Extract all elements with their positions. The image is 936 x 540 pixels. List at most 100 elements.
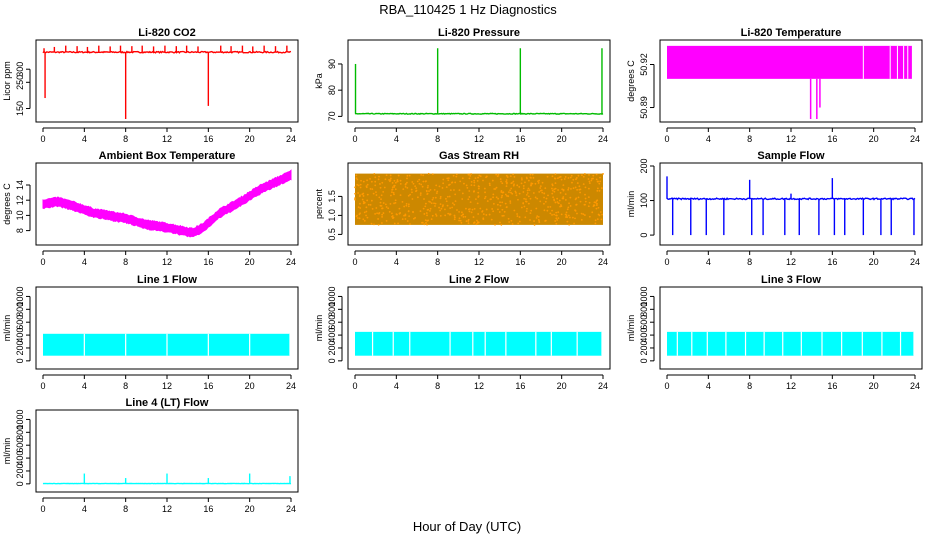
y-tick-label: 50.89 (639, 96, 649, 119)
x-tick-label: 8 (123, 134, 128, 144)
noise-point (599, 180, 602, 183)
plot-frame (35, 286, 299, 370)
noise-point (473, 190, 475, 193)
noise-point (422, 207, 425, 210)
noise-point (492, 193, 495, 196)
noise-point (394, 181, 397, 184)
noise-point (599, 211, 602, 213)
noise-point (556, 197, 559, 200)
noise-point (525, 210, 528, 213)
noise-point (555, 214, 557, 217)
noise-point (449, 207, 452, 210)
x-axis: 0 4 8 12 16 20 24 (352, 374, 608, 391)
noise-point (558, 199, 561, 202)
noise-point (380, 198, 382, 201)
noise-point (432, 196, 435, 199)
x-tick-label: 16 (203, 257, 213, 267)
noise-point (357, 192, 359, 194)
noise-point (429, 188, 432, 191)
noise-point (501, 201, 504, 204)
x-tick-label: 4 (394, 257, 399, 267)
x-tick-label: 20 (869, 134, 879, 144)
noise-point (561, 197, 564, 200)
noise-point (584, 197, 587, 200)
noise-point (546, 175, 549, 178)
noise-point (488, 213, 491, 216)
x-axis: 0 4 8 12 16 20 24 (40, 127, 296, 144)
noise-point (495, 173, 498, 176)
noise-point (543, 196, 545, 199)
noise-point (543, 202, 545, 205)
x-tick-label: 0 (352, 257, 357, 267)
noise-point (552, 196, 554, 199)
noise-point (564, 213, 567, 216)
panel-title: Line 1 Flow (137, 274, 197, 286)
panel-pressure: Li-820 Pressure kPa 0 4 8 12 16 20 24 70 80 90 (314, 27, 611, 144)
noise-point (596, 218, 599, 221)
noise-point (538, 221, 541, 224)
noise-point (362, 218, 365, 221)
x-tick-label: 24 (286, 504, 296, 514)
noise-point (407, 203, 410, 206)
noise-point (415, 187, 418, 190)
noise-point (594, 219, 597, 222)
x-tick-label: 20 (557, 257, 567, 267)
noise-point (360, 179, 362, 182)
noise-point (374, 176, 377, 179)
noise-point (428, 200, 430, 203)
noise-point (478, 185, 480, 188)
panel-ambient: Ambient Box Temperature degrees C 0 4 8 12 16 2… (2, 150, 299, 267)
noise-point (523, 205, 526, 208)
noise-point (520, 182, 523, 185)
noise-point (501, 208, 504, 211)
noise-point (518, 192, 521, 195)
noise-point (461, 198, 464, 200)
noise-point (418, 182, 421, 185)
noise-point (447, 177, 450, 180)
noise-point (414, 185, 417, 188)
noise-point (520, 177, 523, 180)
noise-point (513, 209, 516, 212)
series (667, 45, 912, 119)
noise-point (461, 211, 463, 214)
noise-point (474, 177, 477, 179)
noise-point (406, 181, 408, 184)
noise-point (357, 206, 360, 209)
noise-point (369, 177, 371, 180)
x-tick-label: 24 (910, 134, 920, 144)
noise-point (379, 201, 382, 204)
noise-point (566, 220, 569, 223)
noise-point (488, 182, 491, 185)
noise-point (401, 218, 404, 221)
noise-point (554, 173, 557, 176)
noise-point (455, 173, 458, 176)
noise-point (572, 178, 575, 181)
noise-point (549, 212, 552, 215)
x-tick-label: 8 (435, 257, 440, 267)
panel-rh: Gas Stream RH percent 0 4 8 12 16 20 24 0.5 1.0 1.5 (314, 150, 611, 267)
noise-point (412, 211, 414, 214)
y-axis: 70 80 90 (327, 59, 343, 121)
noise-point (389, 177, 392, 180)
noise-point (458, 217, 461, 220)
y-tick-label: 80 (327, 85, 337, 95)
noise-point (510, 219, 513, 222)
noise-point (355, 174, 358, 177)
series (354, 172, 604, 226)
noise-point (407, 210, 410, 212)
y-tick-label: 400 (15, 328, 25, 343)
y-tick-label: 1000 (15, 286, 25, 306)
noise-point (381, 222, 383, 224)
noise-point (452, 174, 455, 177)
noise-point (554, 182, 557, 185)
y-tick-label: 10 (15, 210, 25, 220)
x-tick-label: 12 (786, 257, 796, 267)
noise-point (590, 179, 593, 182)
noise-point (373, 172, 376, 175)
noise-point (435, 184, 438, 187)
noise-point (522, 185, 525, 187)
noise-point (508, 221, 511, 223)
